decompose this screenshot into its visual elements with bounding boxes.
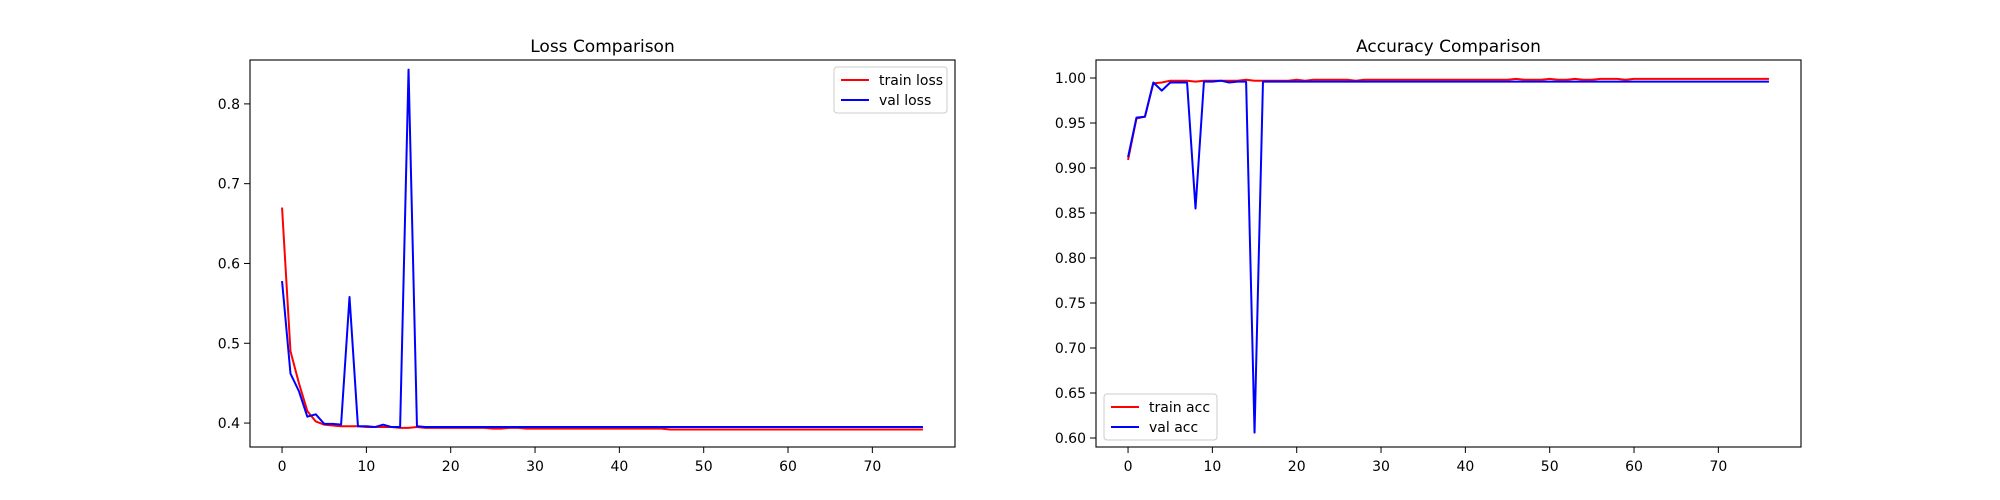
loss-x-tick-label: 30 — [526, 459, 544, 475]
accuracy-axes-frame — [1095, 59, 1802, 448]
loss-x-tick-label: 60 — [779, 459, 797, 475]
loss-y-tick-label: 0.5 — [218, 336, 240, 352]
train-loss-legend-label: train loss — [879, 73, 943, 89]
val-acc-series-line — [1127, 79, 1769, 434]
accuracy-y-tick-label: 0.95 — [1055, 116, 1086, 132]
accuracy-chart-title: Accuracy Comparison — [1356, 37, 1541, 57]
accuracy-y-tick-label: 0.60 — [1055, 431, 1086, 447]
train-acc-series-line — [1127, 77, 1769, 161]
val-loss-series-line — [281, 68, 923, 429]
accuracy-legend: train acc val acc — [1103, 393, 1218, 441]
accuracy-y-tick-label: 0.65 — [1055, 386, 1086, 402]
accuracy-y-tick-label: 1.00 — [1055, 71, 1086, 87]
accuracy-x-tick-label: 10 — [1203, 459, 1221, 475]
loss-y-tick-label: 0.6 — [218, 256, 240, 272]
accuracy-y-tick-label: 0.90 — [1055, 161, 1086, 177]
loss-chart-title: Loss Comparison — [530, 37, 674, 57]
loss-y-tick-label: 0.7 — [218, 177, 240, 193]
accuracy-comparison-chart: Accuracy Comparison 0 10 20 30 40 50 60 70 0.60 0.… — [1055, 37, 1802, 475]
accuracy-x-tick-label: 40 — [1456, 459, 1474, 475]
accuracy-legend-box — [1103, 393, 1218, 441]
loss-y-tick-label: 0.8 — [218, 97, 240, 113]
accuracy-y-tick-label: 0.70 — [1055, 341, 1086, 357]
loss-x-tick-label: 20 — [442, 459, 460, 475]
loss-x-tick-label: 50 — [695, 459, 713, 475]
accuracy-x-tick-label: 60 — [1625, 459, 1643, 475]
loss-axes-frame — [249, 59, 956, 448]
loss-y-tick-label: 0.4 — [218, 416, 240, 432]
accuracy-y-tick-label: 0.85 — [1055, 206, 1086, 222]
val-acc-legend-label: val acc — [1149, 420, 1198, 436]
accuracy-y-tick-label: 0.75 — [1055, 296, 1086, 312]
loss-x-tick-label: 70 — [863, 459, 881, 475]
accuracy-x-tick-label: 0 — [1124, 459, 1133, 475]
train-acc-legend-label: train acc — [1149, 400, 1210, 416]
accuracy-x-tick-label: 20 — [1288, 459, 1306, 475]
accuracy-x-tick-label: 50 — [1541, 459, 1559, 475]
val-loss-legend-label: val loss — [879, 93, 931, 109]
accuracy-x-tick-label: 70 — [1709, 459, 1727, 475]
loss-legend-box — [833, 66, 948, 114]
loss-comparison-chart: Loss Comparison 0 10 20 30 40 50 60 70 0.4 0.5 0.6 0… — [218, 37, 956, 475]
loss-legend: train loss val loss — [833, 66, 948, 114]
accuracy-x-tick-label: 30 — [1372, 459, 1390, 475]
loss-x-tick-label: 40 — [610, 459, 628, 475]
loss-x-tick-label: 10 — [357, 459, 375, 475]
loss-x-tick-label: 0 — [278, 459, 287, 475]
accuracy-y-tick-label: 0.80 — [1055, 251, 1086, 267]
